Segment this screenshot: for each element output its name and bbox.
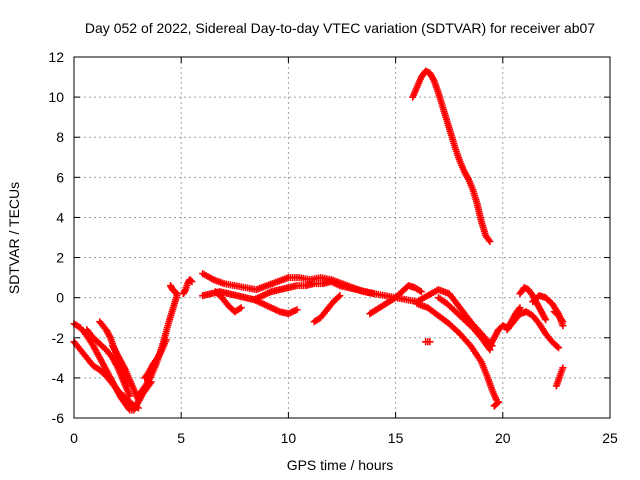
x-tick-label: 15 bbox=[388, 430, 404, 446]
y-tick-label: 4 bbox=[56, 209, 64, 225]
data-point bbox=[125, 404, 133, 412]
x-tick-label: 0 bbox=[70, 430, 78, 446]
data-point bbox=[417, 288, 425, 296]
data-point bbox=[134, 404, 142, 412]
series-track-17 bbox=[413, 300, 500, 404]
data-point bbox=[516, 304, 524, 312]
data-point bbox=[555, 344, 563, 352]
series-track-24 bbox=[550, 308, 567, 326]
series-track-2 bbox=[70, 338, 142, 412]
y-tick-label: 2 bbox=[56, 250, 64, 266]
series-track-20 bbox=[486, 304, 524, 350]
series-track-13 bbox=[250, 296, 301, 318]
y-tick-label: 10 bbox=[48, 89, 64, 105]
series-track-15 bbox=[366, 282, 425, 318]
data-point bbox=[559, 364, 567, 372]
plot-frame bbox=[73, 56, 611, 419]
x-tick-label: 25 bbox=[602, 430, 618, 446]
series-track-10 bbox=[199, 270, 496, 350]
y-tick-label: 12 bbox=[48, 49, 64, 65]
y-tick-label: 8 bbox=[56, 129, 64, 145]
series-track-6 bbox=[134, 292, 181, 400]
data-point bbox=[293, 306, 301, 314]
data-point bbox=[542, 316, 550, 324]
series-track-7 bbox=[141, 336, 170, 382]
data-point bbox=[559, 318, 567, 326]
series-track-5 bbox=[109, 342, 142, 404]
data-point bbox=[558, 316, 566, 324]
y-tick-label: 0 bbox=[56, 290, 64, 306]
series-track-14 bbox=[310, 292, 344, 326]
data-points bbox=[70, 67, 567, 414]
data-point bbox=[370, 290, 378, 298]
series-track-8 bbox=[166, 282, 181, 298]
series-track-21 bbox=[503, 308, 563, 352]
data-point bbox=[162, 336, 170, 344]
x-tick-labels: 0 5 10 15 20 25 bbox=[70, 430, 618, 446]
data-point bbox=[493, 399, 501, 407]
data-point bbox=[237, 304, 245, 312]
data-point bbox=[335, 293, 343, 301]
axis-ticks bbox=[73, 56, 611, 419]
series-track-26 bbox=[409, 67, 494, 246]
series-track-25 bbox=[552, 364, 567, 390]
series-track-18 bbox=[434, 294, 494, 354]
x-axis-title: GPS time / hours bbox=[287, 457, 394, 473]
y-axis-title: SDTVAR / TECUs bbox=[6, 182, 22, 294]
data-point bbox=[188, 278, 196, 286]
chart-title: Day 052 of 2022, Sidereal Day-to-day VTE… bbox=[85, 20, 595, 36]
data-point bbox=[173, 290, 181, 298]
y-tick-label: -4 bbox=[52, 370, 65, 386]
series-track-9 bbox=[179, 276, 196, 298]
x-tick-label: 10 bbox=[281, 430, 297, 446]
y-tick-label: 6 bbox=[56, 169, 64, 185]
data-point bbox=[515, 305, 523, 313]
data-point bbox=[426, 338, 434, 346]
y-tick-labels: -6 -4 -2 0 2 4 6 8 10 12 bbox=[48, 49, 64, 426]
series-track-16 bbox=[422, 338, 434, 346]
series-track-19 bbox=[490, 398, 503, 410]
series-track-12 bbox=[212, 288, 245, 316]
data-point bbox=[187, 277, 195, 285]
data-point bbox=[553, 343, 561, 351]
x-tick-label: 5 bbox=[177, 430, 185, 446]
data-point bbox=[495, 398, 503, 406]
data-point bbox=[336, 292, 344, 300]
y-tick-label: -2 bbox=[52, 330, 65, 346]
y-tick-label: -6 bbox=[52, 410, 65, 426]
data-point bbox=[485, 236, 493, 244]
x-tick-label: 20 bbox=[495, 430, 511, 446]
series-track-1 bbox=[70, 320, 155, 414]
series-track-23 bbox=[529, 292, 567, 330]
data-point bbox=[486, 238, 494, 246]
data-point bbox=[126, 392, 134, 400]
data-point bbox=[172, 289, 180, 297]
